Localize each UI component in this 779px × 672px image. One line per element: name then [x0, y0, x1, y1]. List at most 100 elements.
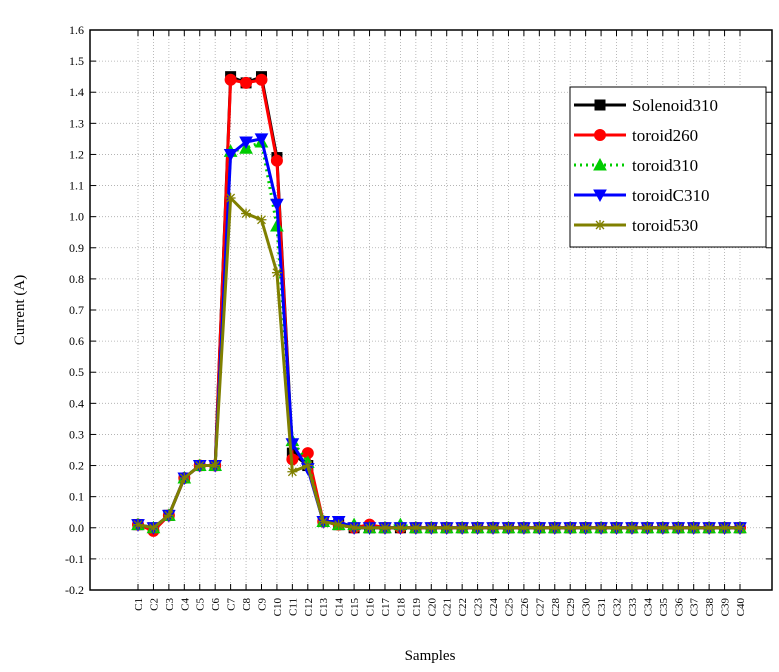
y-tick-label: 1.1: [69, 179, 84, 193]
marker: [441, 522, 452, 533]
y-tick-label: 0.3: [69, 427, 84, 441]
x-tick-label: C24: [488, 598, 500, 617]
marker: [256, 214, 267, 225]
x-tick-label: C5: [195, 598, 207, 611]
marker: [210, 460, 221, 471]
marker: [488, 522, 499, 533]
x-tick-label: C1: [133, 598, 145, 611]
series-line: [137, 196, 740, 530]
x-tick-label: C25: [503, 598, 515, 617]
marker: [580, 522, 591, 533]
marker: [271, 267, 282, 278]
x-tick-label: C16: [365, 598, 377, 617]
legend-label: Solenoid310: [632, 96, 718, 115]
marker: [239, 136, 253, 150]
x-axis-title: Samples: [405, 648, 456, 664]
x-tick-label: C2: [148, 598, 160, 611]
marker: [594, 99, 606, 111]
x-tick-label: C11: [287, 598, 299, 616]
marker: [657, 522, 668, 533]
x-tick-label: C10: [272, 598, 284, 617]
marker: [719, 522, 730, 533]
marker: [642, 522, 653, 533]
x-tick-label: C19: [411, 598, 423, 617]
marker: [302, 460, 313, 471]
x-tick-label: C15: [349, 598, 361, 617]
legend-label: toroid260: [632, 126, 698, 145]
marker: [223, 148, 238, 162]
legend-label: toroidC310: [632, 186, 709, 205]
x-tick-label: C31: [596, 598, 608, 616]
x-tick-label: C28: [550, 598, 562, 617]
y-tick-label: 0.0: [69, 521, 84, 535]
x-tick-label: C8: [241, 598, 253, 611]
marker: [395, 522, 406, 533]
marker: [688, 522, 699, 533]
x-tick-label: C22: [457, 598, 469, 616]
y-tick-label: 1.6: [69, 23, 84, 37]
x-tick-label: C7: [226, 598, 238, 611]
y-tick-label: 1.0: [69, 210, 84, 224]
marker: [673, 522, 684, 533]
marker: [472, 522, 483, 533]
x-tick-label: C35: [658, 598, 670, 617]
x-tick-label: C33: [627, 598, 639, 617]
y-tick-label: -0.2: [65, 583, 84, 597]
marker: [287, 466, 298, 477]
marker: [349, 522, 360, 533]
marker: [379, 522, 390, 533]
marker: [503, 522, 514, 533]
x-tick-label: C23: [473, 598, 485, 617]
marker: [704, 522, 715, 533]
x-tick-label: C21: [442, 598, 454, 616]
x-tick-label: C38: [704, 598, 716, 617]
legend-label: toroid530: [632, 216, 698, 235]
marker: [179, 473, 190, 483]
x-tick-label: C27: [534, 598, 546, 617]
marker: [593, 189, 607, 203]
y-tick-label: 1.4: [69, 85, 84, 99]
marker: [333, 519, 344, 530]
marker: [364, 522, 375, 533]
x-tick-label: C6: [210, 598, 222, 611]
y-tick-label: 0.4: [69, 396, 84, 410]
y-tick-label: 1.3: [69, 116, 84, 130]
y-axis-title: Current (A): [12, 275, 28, 345]
x-tick-label: C40: [735, 598, 747, 617]
x-tick-label: C12: [303, 598, 315, 616]
x-tick-label: C36: [673, 598, 685, 617]
marker: [549, 522, 560, 533]
marker: [225, 193, 236, 203]
y-tick-label: 0.6: [69, 334, 84, 348]
x-tick-label: C37: [689, 598, 701, 617]
x-tick-label: C32: [612, 598, 624, 616]
marker: [593, 157, 607, 171]
marker: [611, 522, 622, 533]
marker: [241, 208, 252, 219]
marker: [410, 522, 421, 533]
marker: [270, 154, 283, 167]
legend-label: toroid310: [632, 156, 698, 175]
y-tick-label: 0.1: [69, 490, 84, 504]
y-tick-label: -0.1: [65, 552, 84, 566]
marker: [240, 76, 253, 89]
x-tick-label: C4: [179, 598, 191, 611]
x-tick-label: C39: [720, 598, 732, 617]
x-tick-label: C29: [565, 598, 577, 617]
x-tick-label: C26: [519, 598, 531, 617]
marker: [148, 522, 159, 533]
marker: [163, 510, 174, 521]
y-tick-label: 0.2: [69, 459, 84, 473]
marker: [133, 519, 143, 530]
x-tick-label: C30: [581, 598, 593, 617]
marker: [318, 516, 329, 527]
marker: [224, 73, 237, 86]
y-tick-label: 1.5: [69, 54, 84, 68]
marker: [596, 522, 607, 533]
marker: [194, 460, 205, 471]
marker: [534, 522, 545, 533]
marker: [457, 522, 468, 533]
marker: [270, 198, 284, 212]
x-tick-label: C9: [256, 598, 268, 611]
